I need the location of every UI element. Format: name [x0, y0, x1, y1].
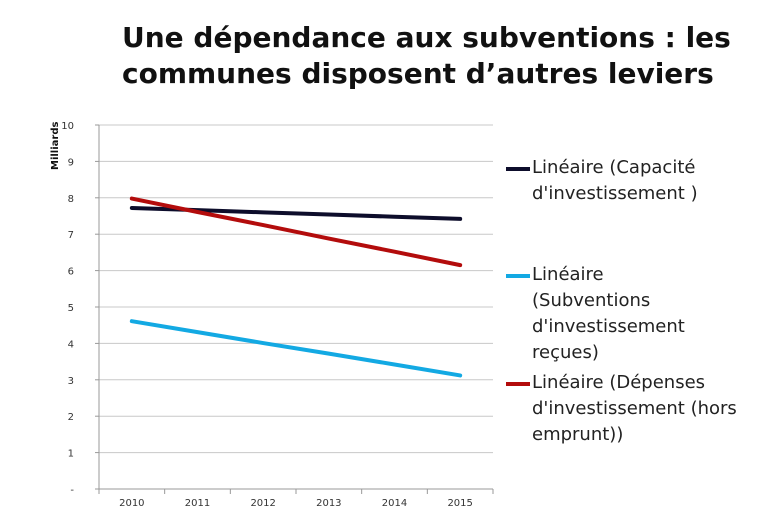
legend-item: Linéaire (Capacité d'investissement ) — [506, 155, 738, 207]
y-tick-label: 5 — [68, 303, 74, 314]
y-tick-label: 6 — [68, 267, 74, 278]
y-tick-label: 9 — [68, 157, 74, 168]
legend-item: Linéaire (Subventions d'investissement r… — [506, 262, 698, 366]
slide-title: Une dépendance aux subventions : les com… — [122, 21, 731, 90]
y-tick-label: 7 — [68, 230, 74, 241]
legend-swatch — [506, 274, 530, 278]
y-tick-label: 4 — [68, 339, 74, 350]
x-tick-label: 2014 — [382, 498, 407, 509]
x-tick-label: 2015 — [447, 498, 472, 509]
legend-swatch — [506, 382, 530, 386]
y-tick-label: - — [70, 485, 74, 496]
x-tick-label: 2011 — [185, 498, 210, 509]
series-line-2 — [129, 196, 463, 268]
x-tick-label: 2013 — [316, 498, 341, 509]
legend-label: Linéaire (Capacité d'investissement ) — [532, 157, 698, 204]
legend-swatch — [506, 167, 530, 171]
y-axis-label: Milliards — [50, 122, 61, 171]
y-tick-label: 8 — [68, 194, 74, 205]
legend-label: Linéaire (Subventions d'investissement r… — [532, 264, 685, 363]
x-tick-label: 2012 — [250, 498, 275, 509]
y-tick-label: 3 — [68, 376, 74, 387]
legend-item: Linéaire (Dépenses d'investissement (hor… — [506, 370, 738, 448]
y-tick-label: 2 — [68, 412, 74, 423]
x-tick-label: 2010 — [119, 498, 144, 509]
legend-label: Linéaire (Dépenses d'investissement (hor… — [532, 372, 737, 445]
series-line-1 — [129, 319, 463, 378]
y-tick-label: 1 — [68, 449, 74, 460]
y-tick-label: 10 — [61, 121, 74, 132]
